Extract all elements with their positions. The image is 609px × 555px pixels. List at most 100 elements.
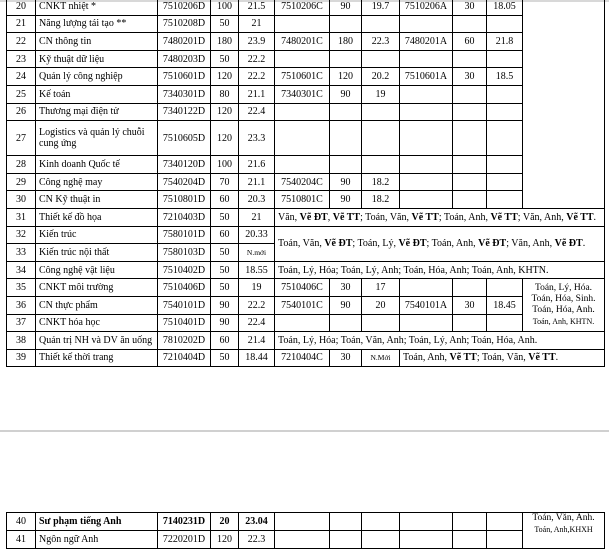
program-d-score: 18.44 xyxy=(238,348,275,368)
table-row: 36 CN thực phẩm 7540101D 90 22.2 7540101C 90 20… xyxy=(6,295,605,315)
program-d-score: 19 xyxy=(238,278,275,297)
subject-combination: Văn, Vẽ ĐT, Vẽ TT; Toán, Văn, Vẽ TT; Toá… xyxy=(274,207,605,227)
program-d-quota: 70 xyxy=(210,172,239,192)
table-row: 23 Kỹ thuật dữ liệu 7480203D 50 22.2 xyxy=(6,49,605,69)
row-number: 33 xyxy=(6,243,36,262)
program-c-score: 17 xyxy=(361,278,400,297)
row-number: 34 xyxy=(6,260,36,280)
program-a-score: 18.45 xyxy=(486,295,523,315)
program-a-code xyxy=(399,278,453,297)
program-d-quota: 120 xyxy=(210,530,239,549)
program-c-code: 7480201C xyxy=(274,32,330,51)
subject-combination: Toán, Anh, Vẽ TT; Toán, Văn, Vẽ TT. xyxy=(399,348,605,368)
program-c-quota: 120 xyxy=(329,67,362,86)
program-c-quota xyxy=(329,313,362,333)
program-c-code xyxy=(274,120,330,157)
program-d-quota: 50 xyxy=(210,243,239,262)
row-number: 25 xyxy=(6,84,36,104)
program-d-score: 22.4 xyxy=(238,313,275,333)
program-c-score: N.Mới xyxy=(361,348,400,368)
empty-cell xyxy=(452,530,487,549)
row-number: 26 xyxy=(6,102,36,122)
row-number: 20 xyxy=(6,0,36,16)
program-c-score xyxy=(361,14,400,34)
major-name: Công nghệ may xyxy=(35,172,158,192)
row-number: 24 xyxy=(6,67,36,86)
subject-combination: Toán, Văn, Anh. Toán, Anh,KHXH xyxy=(522,512,605,549)
program-d-code: 7510206D xyxy=(157,0,211,16)
row-number: 31 xyxy=(6,207,36,227)
program-c-quota xyxy=(329,102,362,122)
program-d-score: 21.6 xyxy=(238,155,275,174)
program-a-quota xyxy=(452,313,487,333)
program-d-code: 7510801D xyxy=(157,190,211,209)
table-row: 34 Công nghệ vật liệu 7510402D 50 18.55 Toán,… xyxy=(6,260,605,280)
program-a-quota xyxy=(452,172,487,192)
program-d-code: 7340301D xyxy=(157,84,211,104)
row-number: 23 xyxy=(6,49,36,69)
table-row: 20 CNKT nhiệt * 7510206D 100 21.5 7510206C 90 1… xyxy=(6,0,605,209)
program-d-quota: 120 xyxy=(210,67,239,86)
table-row: 29 Công nghệ may 7540204D 70 21.1 7540204C 90 1… xyxy=(6,172,605,192)
program-d-quota: 20 xyxy=(210,512,239,531)
program-d-quota: 120 xyxy=(210,120,239,157)
program-c-code: 7510801C xyxy=(274,190,330,209)
program-a-quota xyxy=(452,190,487,209)
program-d-quota: 90 xyxy=(210,295,239,315)
subject-combination-line: Toán, Hóa, Anh. xyxy=(532,305,595,316)
program-d-code: 7580103D xyxy=(157,243,211,262)
program-d-score: 22.2 xyxy=(238,49,275,69)
program-c-code: 7510206C xyxy=(274,0,330,16)
major-name: CN thực phẩm xyxy=(35,295,158,315)
program-a-code xyxy=(399,155,453,174)
admission-scores-table-continued: 40 Sư phạm tiếng Anh 7140231D 20 23.04 Toán, … xyxy=(6,512,605,549)
program-d-quota: 90 xyxy=(210,313,239,333)
row-number: 36 xyxy=(6,295,36,315)
program-d-quota: 100 xyxy=(210,155,239,174)
major-name: Thiết kế thời trang xyxy=(35,348,158,368)
empty-cell xyxy=(399,512,453,531)
program-c-quota: 90 xyxy=(329,295,362,315)
page-break xyxy=(0,430,609,432)
program-d-code: 7340122D xyxy=(157,102,211,122)
table-row: 38 Quản trị NH và DV ăn uống 7810202D 60 21.… xyxy=(6,331,605,350)
program-d-quota: 60 xyxy=(210,190,239,209)
program-d-score: 18.55 xyxy=(238,260,275,280)
program-a-score xyxy=(486,190,523,209)
program-a-quota: 60 xyxy=(452,32,487,51)
program-a-quota xyxy=(452,102,487,122)
row-number: 28 xyxy=(6,155,36,174)
major-name: CN thông tin xyxy=(35,32,158,51)
program-c-code: 7510601C xyxy=(274,67,330,86)
program-a-code: 7510601A xyxy=(399,67,453,86)
program-d-quota: 60 xyxy=(210,331,239,350)
program-d-code: 7210403D xyxy=(157,207,211,227)
program-d-quota: 50 xyxy=(210,207,239,227)
major-name: Thiết kế đồ họa xyxy=(35,207,158,227)
program-d-score: 23.3 xyxy=(238,120,275,157)
program-a-score: 21.8 xyxy=(486,32,523,51)
major-name: CNKT nhiệt * xyxy=(35,0,158,16)
program-a-score xyxy=(486,102,523,122)
admission-scores-table: 20 CNKT nhiệt * 7510206D 100 21.5 7510206C 90 1… xyxy=(6,0,605,368)
empty-cell xyxy=(274,530,330,549)
program-c-score: 19.7 xyxy=(361,0,400,16)
program-d-code: 7340120D xyxy=(157,155,211,174)
program-d-code: 7810202D xyxy=(157,331,211,350)
major-name: Sư phạm tiếng Anh xyxy=(35,512,158,531)
program-c-quota: 30 xyxy=(329,348,362,368)
program-c-score xyxy=(361,120,400,157)
program-d-score: 21.5 xyxy=(238,0,275,16)
program-a-score xyxy=(486,155,523,174)
major-name: CN Kỹ thuật in xyxy=(35,190,158,209)
program-c-quota xyxy=(329,14,362,34)
program-a-score xyxy=(486,313,523,333)
program-a-score xyxy=(486,172,523,192)
program-d-score: 20.3 xyxy=(238,190,275,209)
row-number: 37 xyxy=(6,313,36,333)
table-row: 26 Thương mại điện tử 7340122D 120 22.4 xyxy=(6,102,605,122)
program-a-code: 7510206A xyxy=(399,0,453,16)
program-c-quota: 90 xyxy=(329,84,362,104)
program-a-quota: 30 xyxy=(452,0,487,16)
program-c-quota xyxy=(329,155,362,174)
